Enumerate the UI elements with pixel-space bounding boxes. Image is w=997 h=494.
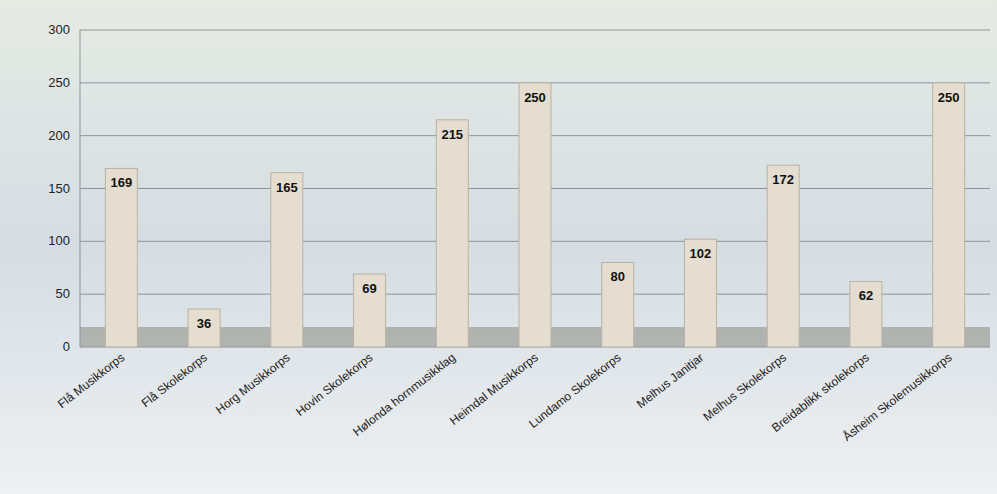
x-tick-label: Hovin Skolekorps — [293, 350, 375, 419]
y-tick-label: 0 — [63, 339, 70, 354]
x-tick-label: Horg Musikkorps — [213, 350, 293, 416]
bar — [767, 165, 799, 347]
bar — [188, 309, 220, 347]
data-label: 69 — [362, 281, 376, 296]
y-tick-label: 150 — [48, 181, 70, 196]
data-label: 80 — [610, 269, 624, 284]
chart: 0 50 100 150 200 250 300 169 36 165 69 215 250 80 102 1… — [0, 0, 997, 494]
data-label: 169 — [111, 175, 133, 190]
x-tick-label: Åsheim Skolemusikkorps — [840, 350, 955, 444]
x-tick-label: Flå Skolekorps — [139, 350, 210, 410]
bar — [354, 274, 386, 347]
bars — [105, 83, 964, 347]
x-tick-label: Flå Musikkorps — [55, 350, 127, 411]
y-tick-label: 200 — [48, 128, 70, 143]
data-label: 250 — [524, 90, 546, 105]
data-label: 250 — [938, 90, 960, 105]
bar — [105, 168, 137, 347]
background — [0, 0, 997, 494]
x-tick-label: Lundamo Skolekorps — [526, 350, 623, 430]
y-axis-line — [80, 30, 81, 347]
data-label: 215 — [441, 127, 463, 142]
grid-line — [80, 30, 990, 31]
bar — [850, 281, 882, 347]
bar — [933, 83, 965, 347]
bar — [602, 262, 634, 347]
data-label: 62 — [859, 288, 873, 303]
bar — [436, 120, 468, 347]
data-label: 172 — [772, 172, 794, 187]
data-label: 36 — [197, 316, 211, 331]
data-label: 102 — [690, 246, 712, 261]
bar — [271, 173, 303, 347]
y-tick-label: 50 — [56, 286, 70, 301]
y-tick-label: 100 — [48, 233, 70, 248]
y-tick-label: 250 — [48, 75, 70, 90]
x-tick-label: Melhus Skolekorps — [701, 350, 790, 423]
x-tick-label: Heimdal Musikkorps — [447, 350, 541, 428]
x-tick-label: Melhus Janitjar — [634, 350, 706, 411]
y-tick-label: 300 — [48, 22, 70, 37]
data-label: 165 — [276, 180, 298, 195]
bar — [519, 83, 551, 347]
x-tick-label: Hølonda hornmusikklag — [350, 350, 458, 439]
bar — [684, 239, 716, 347]
